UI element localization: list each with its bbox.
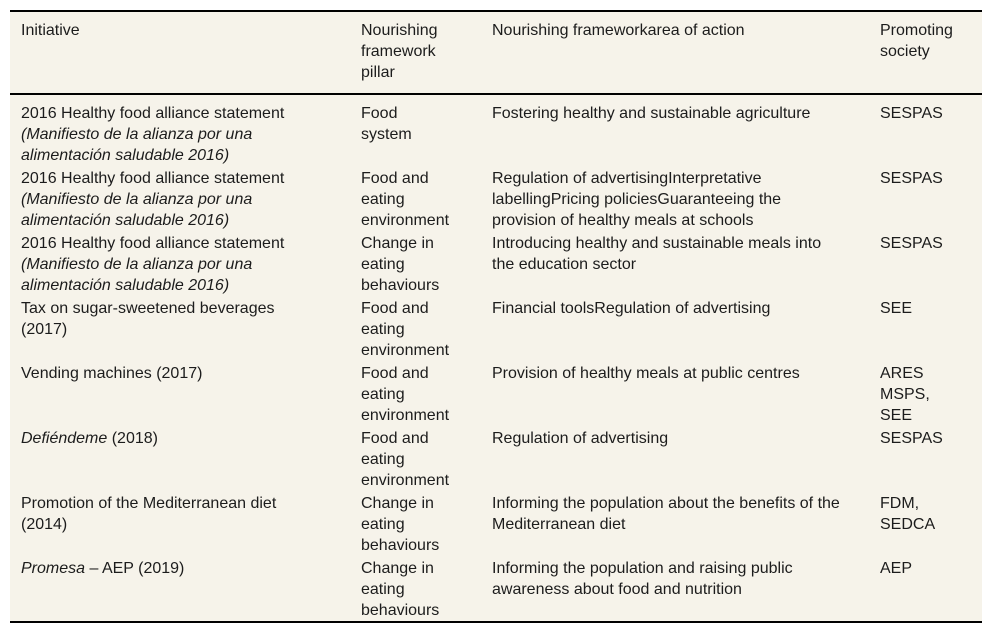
area-cell: Informing the population about the benef… xyxy=(492,495,840,533)
initiative-cell: 2016 Healthy food alliance statement (Man… xyxy=(10,166,361,231)
society-cell: FDM, SEDCA xyxy=(880,495,936,533)
initiative-text: Vending machines (2017) xyxy=(21,365,203,382)
table-body: 2016 Healthy food alliance statement (Man… xyxy=(10,94,982,622)
initiative-cell: Promotion of the Mediterranean diet (201… xyxy=(10,491,361,556)
initiative-cell: Defiéndeme (2018) xyxy=(10,426,361,491)
initiative-suffix-text: – AEP (2019) xyxy=(85,560,185,577)
initiative-cell: Promesa – AEP (2019) xyxy=(10,556,361,622)
area-cell: Provision of healthy meals at public cen… xyxy=(492,365,800,382)
society-cell: SESPAS xyxy=(880,170,943,187)
pillar-cell: Food and eating environment xyxy=(361,365,450,424)
initiative-italic-text: (Manifiesto de la alianza por una alimen… xyxy=(21,256,253,294)
initiative-text: 2016 Healthy food alliance statement xyxy=(21,170,285,187)
initiative-cell: Tax on sugar-sweetened beverages (2017) xyxy=(10,296,361,361)
initiative-text: Tax on sugar-sweetened beverages (2017) xyxy=(21,300,275,338)
area-cell: Introducing healthy and sustainable meal… xyxy=(492,235,822,273)
header-society: Promoting society xyxy=(880,22,953,60)
initiative-italic-text: (Manifiesto de la alianza por una alimen… xyxy=(21,191,253,229)
pillar-cell: Food and eating environment xyxy=(361,430,450,489)
pillar-cell: Change in eating behaviours xyxy=(361,560,440,619)
header-initiative: Initiative xyxy=(21,22,80,39)
initiative-italic-text: (Manifiesto de la alianza por una alimen… xyxy=(21,126,253,164)
area-cell: Financial toolsRegulation of advertising xyxy=(492,300,771,317)
header-area: Nourishing frameworkarea of action xyxy=(492,22,745,39)
header-pillar: Nourishing framework pillar xyxy=(361,22,438,81)
pillar-cell: Food and eating environment xyxy=(361,170,450,229)
initiative-text: 2016 Healthy food alliance statement xyxy=(21,235,285,252)
initiatives-table: Initiative Nourishing framework pillar N… xyxy=(10,10,982,623)
initiative-text: Promotion of the Mediterranean diet (201… xyxy=(21,495,277,533)
society-cell: SESPAS xyxy=(880,105,943,122)
area-cell: Regulation of advertisingInterpretative … xyxy=(492,170,782,229)
initiative-suffix-text: (2018) xyxy=(107,430,158,447)
table-row: Promotion of the Mediterranean diet (201… xyxy=(10,491,982,556)
initiative-cell: 2016 Healthy food alliance statement (Man… xyxy=(10,231,361,296)
table-row: 2016 Healthy food alliance statement (Man… xyxy=(10,166,982,231)
area-cell: Fostering healthy and sustainable agricu… xyxy=(492,105,811,122)
society-cell: AEP xyxy=(880,560,913,577)
area-cell: Informing the population and raising pub… xyxy=(492,560,793,598)
area-cell: Regulation of advertising xyxy=(492,430,669,447)
table-row: 2016 Healthy food alliance statement (Man… xyxy=(10,94,982,166)
table-row: Defiéndeme (2018) Food and eating enviro… xyxy=(10,426,982,491)
pillar-cell: Food system xyxy=(361,105,412,143)
header-row: Initiative Nourishing framework pillar N… xyxy=(10,11,982,94)
initiative-cell: Vending machines (2017) xyxy=(10,361,361,426)
society-cell: SESPAS xyxy=(880,235,943,252)
initiative-italic-text: Defiéndeme xyxy=(21,430,108,447)
society-cell: SESPAS xyxy=(880,430,943,447)
table-row: Tax on sugar-sweetened beverages (2017) … xyxy=(10,296,982,361)
initiative-cell: 2016 Healthy food alliance statement (Man… xyxy=(10,94,361,166)
table-row: Promesa – AEP (2019) Change in eating be… xyxy=(10,556,982,622)
society-cell: SEE xyxy=(880,300,913,317)
table-header: Initiative Nourishing framework pillar N… xyxy=(10,11,982,94)
table-row: 2016 Healthy food alliance statement (Man… xyxy=(10,231,982,296)
society-cell: ARES MSPS, SEE xyxy=(880,365,930,424)
pillar-cell: Food and eating environment xyxy=(361,300,450,359)
initiative-text: 2016 Healthy food alliance statement xyxy=(21,105,285,122)
pillar-cell: Change in eating behaviours xyxy=(361,235,440,294)
initiative-italic-text: Promesa xyxy=(21,560,86,577)
pillar-cell: Change in eating behaviours xyxy=(361,495,440,554)
table-row: Vending machines (2017) Food and eating … xyxy=(10,361,982,426)
